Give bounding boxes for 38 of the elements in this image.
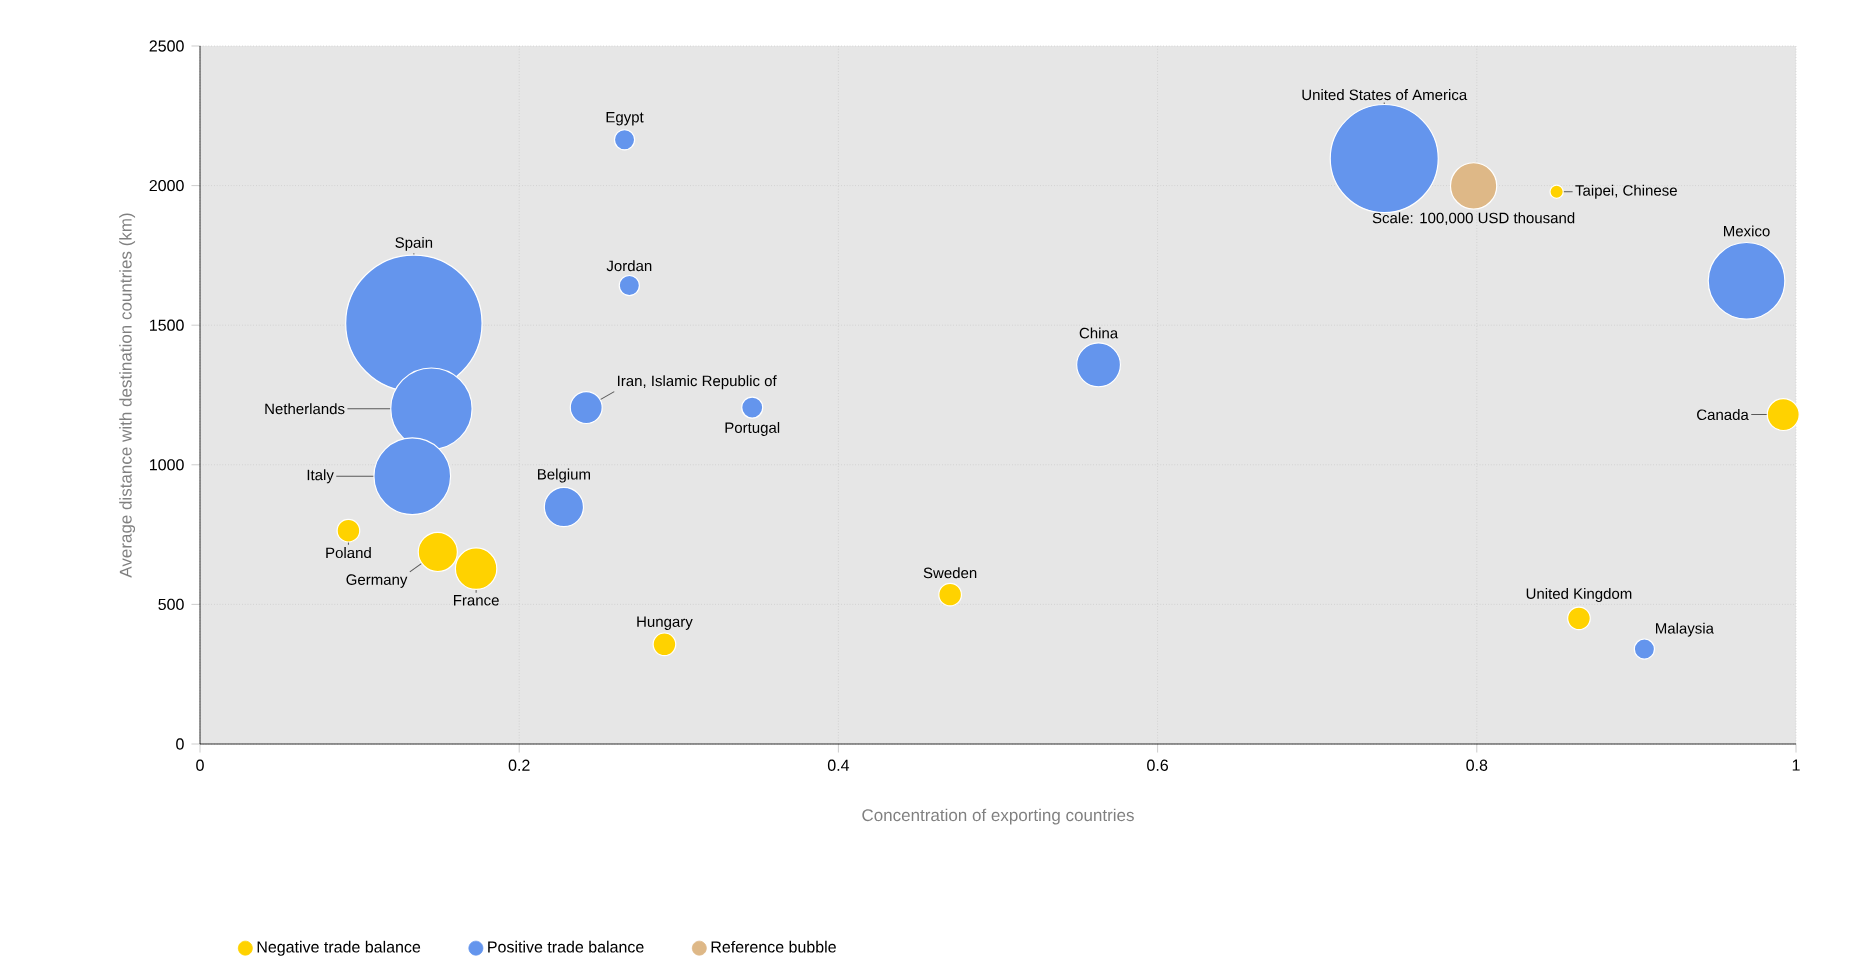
legend-label: Reference bubble bbox=[711, 940, 836, 953]
x-tick-label: 0 bbox=[196, 759, 204, 771]
annotation: United Kingdom bbox=[1526, 587, 1632, 602]
legend-label: Negative trade balance bbox=[257, 940, 421, 956]
annotation: Belgium bbox=[538, 468, 590, 483]
y-tick-label: 1500 bbox=[150, 319, 184, 331]
x-tick-label: 0.6 bbox=[1147, 759, 1169, 771]
y-tick-label: 500 bbox=[158, 598, 184, 610]
annotation: Malaysia bbox=[1656, 622, 1714, 637]
annotation: Portugal bbox=[725, 421, 780, 436]
annotation: Italy bbox=[307, 469, 334, 484]
x-tick-label: 0.8 bbox=[1466, 759, 1488, 771]
y-tick-label: 0 bbox=[176, 738, 184, 750]
legend-label: Positive trade balance bbox=[488, 940, 644, 953]
x-tick-label: 0.2 bbox=[508, 759, 530, 771]
y-tick-label: 2500 bbox=[149, 40, 184, 52]
x-tick-label: 0.4 bbox=[827, 759, 850, 771]
x-axis-title: Concentration of exporting countries bbox=[862, 808, 1134, 825]
annotation: Hungary bbox=[637, 616, 693, 630]
annotation: United States of America bbox=[1302, 88, 1468, 100]
annotation: Germany bbox=[346, 574, 408, 588]
y-tick-label: 1000 bbox=[150, 458, 184, 471]
annotation: Jordan bbox=[606, 259, 652, 271]
annotation: Scale: 100,000 USD thousand bbox=[1372, 212, 1575, 225]
annotation: Canada bbox=[1697, 408, 1749, 420]
annotation: Taipei, Chinese bbox=[1575, 184, 1677, 199]
y-axis-title: Average distance with destination countries (km) bbox=[119, 213, 136, 578]
annotation: Spain bbox=[395, 236, 433, 251]
annotation: Egypt bbox=[606, 111, 644, 126]
annotation: Netherlands bbox=[265, 402, 345, 414]
y-tick-label: 2000 bbox=[149, 179, 184, 192]
annotation: Mexico bbox=[1724, 225, 1770, 237]
annotation: Sweden bbox=[923, 567, 977, 579]
annotation: China bbox=[1079, 327, 1119, 339]
annotation: Poland bbox=[326, 546, 371, 558]
annotation: Iran, Islamic Republic of bbox=[618, 374, 777, 389]
x-tick-label: 1 bbox=[1792, 759, 1800, 771]
annotation: France bbox=[453, 594, 499, 606]
